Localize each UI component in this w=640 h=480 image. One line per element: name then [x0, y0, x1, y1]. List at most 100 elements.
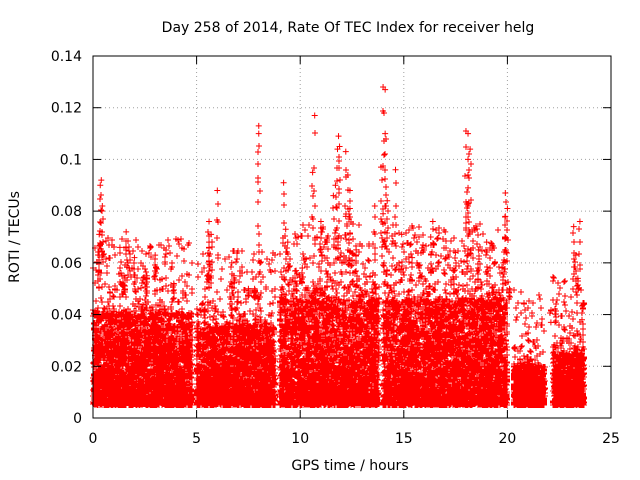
x-tick-label: 15 [395, 431, 413, 447]
data-point [152, 252, 159, 259]
data-point [380, 210, 387, 217]
data-point [378, 164, 385, 171]
data-point [230, 272, 237, 279]
data-point [116, 244, 123, 251]
data-point [452, 249, 459, 256]
data-point [330, 192, 337, 199]
data-point [235, 298, 242, 305]
data-point [346, 187, 353, 194]
y-axis-label: ROTI / TECUs [7, 191, 23, 283]
y-tick-label: 0 [73, 411, 82, 427]
data-point [576, 218, 583, 225]
data-point [467, 146, 474, 153]
data-point [174, 298, 181, 305]
x-axis-label: GPS time / hours [291, 458, 408, 474]
data-point [170, 280, 177, 287]
data-point [570, 223, 577, 230]
data-point [384, 197, 391, 204]
data-point [336, 143, 343, 150]
data-point [500, 259, 507, 266]
x-tick-labels: 0 5 10 15 20 25 [89, 431, 620, 447]
data-point [578, 316, 585, 323]
data-point [342, 213, 349, 220]
data-point [581, 301, 588, 308]
data-point [98, 177, 105, 184]
data-point [382, 86, 389, 93]
data-point [96, 252, 103, 259]
x-tick-label: 10 [291, 431, 309, 447]
data-point [284, 239, 291, 246]
data-point [483, 239, 490, 246]
y-tick-label: 0.02 [51, 359, 82, 375]
data-point [502, 213, 509, 220]
data-point [282, 226, 289, 233]
data-point [398, 231, 405, 238]
data-point [251, 285, 258, 292]
data-point [245, 285, 252, 292]
data-point [324, 239, 331, 246]
data-point [255, 122, 262, 129]
data-point [228, 259, 235, 266]
chart-title: Day 258 of 2014, Rate Of TEC Index for r… [162, 20, 535, 36]
y-tick-label: 0.14 [51, 49, 82, 65]
data-point [529, 360, 536, 367]
data-point [332, 182, 339, 189]
data-point [382, 130, 389, 137]
data-point [552, 319, 559, 326]
data-point [96, 231, 103, 238]
x-tick-label: 0 [89, 431, 98, 447]
data-point [502, 190, 509, 197]
data-point [143, 272, 150, 279]
data-point [520, 352, 527, 359]
data-point [465, 130, 472, 137]
data-point [311, 112, 318, 119]
y-tick-label: 0.06 [51, 256, 82, 272]
data-point [371, 202, 378, 209]
data-point [409, 254, 416, 261]
data-point [335, 133, 342, 140]
data-point [280, 179, 287, 186]
y-tick-label: 0.04 [51, 308, 82, 324]
data-point-cloud [90, 108, 587, 408]
axis-ticks [92, 55, 612, 419]
data-point [475, 246, 482, 253]
y-tick-label: 0.12 [51, 101, 82, 117]
data-point [572, 252, 579, 259]
data-point [353, 246, 360, 253]
data-point [309, 169, 316, 176]
data-point [465, 184, 472, 191]
x-tick-label: 20 [498, 431, 516, 447]
data-point [293, 267, 300, 274]
data-point [299, 265, 306, 272]
y-tick-label: 0.1 [60, 152, 82, 168]
data-point [317, 218, 324, 225]
data-point [442, 228, 449, 235]
y-tick-label: 0.08 [51, 204, 82, 220]
data-point [208, 231, 215, 238]
data-point [344, 171, 351, 178]
data-point [574, 275, 581, 282]
data-point [342, 148, 349, 155]
data-point [465, 156, 472, 163]
data-point [346, 205, 353, 212]
data-point [506, 285, 513, 292]
data-points [90, 84, 588, 408]
data-point [99, 202, 106, 209]
data-point [206, 218, 213, 225]
data-point [206, 239, 213, 246]
x-tick-label: 5 [192, 431, 201, 447]
y-tick-labels: 0 0.02 0.04 0.06 0.08 0.1 0.12 0.14 [51, 49, 82, 427]
data-point [392, 166, 399, 173]
x-tick-label: 25 [602, 431, 620, 447]
data-point [121, 272, 128, 279]
data-point [469, 228, 476, 235]
data-point [255, 130, 262, 137]
data-point [123, 228, 130, 235]
data-point [131, 254, 138, 261]
data-point [570, 332, 577, 339]
data-point [214, 187, 221, 194]
data-point [206, 244, 213, 251]
data-point [97, 182, 104, 189]
data-point [429, 218, 436, 225]
